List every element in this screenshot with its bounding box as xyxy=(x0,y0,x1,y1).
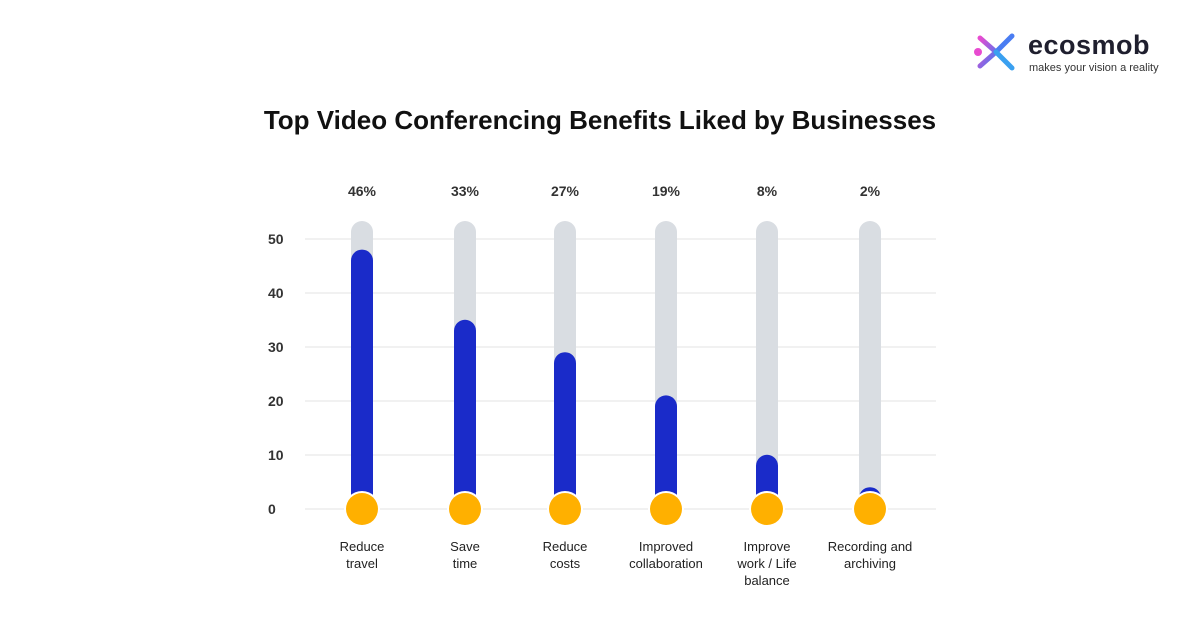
category-label: Save time xyxy=(450,539,480,571)
y-tick-label: 0 xyxy=(268,501,276,517)
category-label: Reduce costs xyxy=(543,539,588,571)
bar-track xyxy=(756,221,778,509)
y-tick-label: 50 xyxy=(268,231,284,247)
data-label: 2% xyxy=(860,183,881,199)
bulb xyxy=(449,493,481,525)
category-label-line: balance xyxy=(744,573,790,588)
brand-logo: ecosmob makes your vision a reality xyxy=(972,28,1182,78)
category-label: Recording and archiving xyxy=(828,539,913,571)
category-label: Reduce travel xyxy=(340,539,385,571)
category-label-line: Improved xyxy=(639,539,693,554)
bulb xyxy=(650,493,682,525)
brand-name: ecosmob xyxy=(1028,30,1151,60)
category-label-line: Recording and xyxy=(828,539,913,554)
ecosmob-logo-icon xyxy=(974,33,1015,71)
bar xyxy=(554,352,576,509)
bar xyxy=(655,395,677,509)
bar-track xyxy=(859,221,881,509)
category-label-line: Save xyxy=(450,539,480,554)
bar xyxy=(351,249,373,509)
category-label-line: archiving xyxy=(844,556,896,571)
category-label-line: work / Life xyxy=(736,556,796,571)
category-label-line: costs xyxy=(550,556,581,571)
category-label-line: travel xyxy=(346,556,378,571)
data-label: 46% xyxy=(348,183,377,199)
category-label-line: Reduce xyxy=(543,539,588,554)
bulb xyxy=(854,493,886,525)
chart-title: Top Video Conferencing Benefits Liked by… xyxy=(263,105,937,135)
category-label: Improve work / Life balance xyxy=(736,539,796,588)
y-tick-label: 30 xyxy=(268,339,284,355)
y-tick-label: 40 xyxy=(268,285,284,301)
category-label-line: time xyxy=(453,556,478,571)
data-label: 19% xyxy=(652,183,681,199)
bulb xyxy=(346,493,378,525)
y-tick-label: 20 xyxy=(268,393,284,409)
category-label-line: Improve xyxy=(744,539,791,554)
bar xyxy=(454,319,476,509)
bulb xyxy=(549,493,581,525)
data-label: 27% xyxy=(551,183,580,199)
category-label-line: collaboration xyxy=(629,556,703,571)
category-label-line: Reduce xyxy=(340,539,385,554)
data-label: 33% xyxy=(451,183,480,199)
category-label: Improved collaboration xyxy=(629,539,703,571)
data-label: 8% xyxy=(757,183,778,199)
bulb xyxy=(751,493,783,525)
brand-tagline: makes your vision a reality xyxy=(1029,62,1159,74)
y-tick-label: 10 xyxy=(268,447,284,463)
